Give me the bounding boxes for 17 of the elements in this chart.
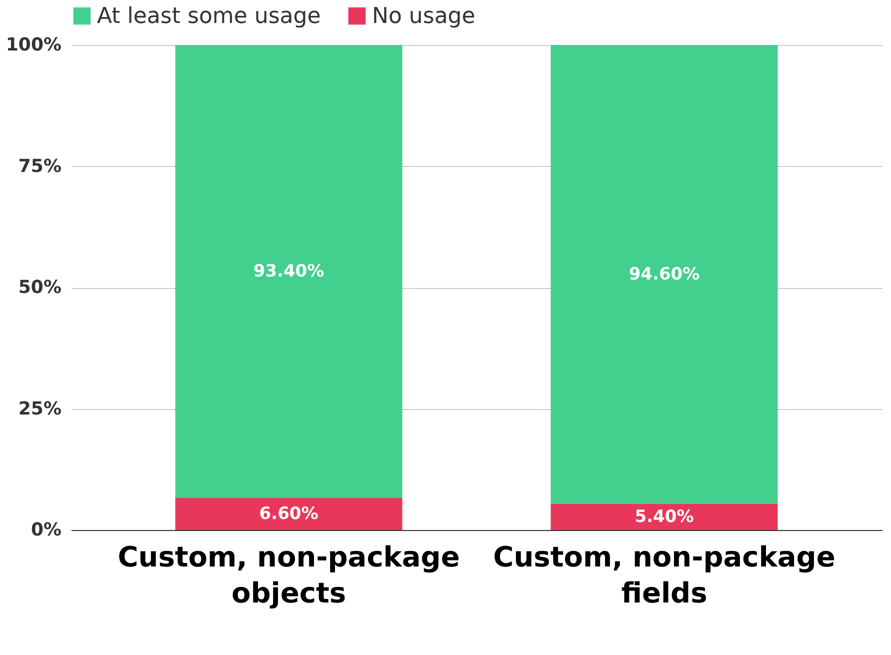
y-tick-label: 100% (6, 34, 62, 56)
bar (175, 498, 402, 530)
legend-label: No usage (372, 4, 476, 29)
y-tick-label: 25% (18, 398, 62, 420)
data-label: 93.40% (253, 261, 324, 282)
x-tick-label: Custom, non-package fields (493, 540, 836, 610)
data-label: 6.60% (259, 504, 318, 524)
y-tick-label: 50% (18, 277, 62, 298)
legend-label: At least some usage (97, 4, 321, 29)
x-tick-label: Custom, non-package objects (118, 540, 460, 610)
y-tick-label: 0% (30, 520, 62, 540)
bar (550, 45, 778, 504)
bar (175, 45, 402, 498)
data-label: 94.60% (628, 264, 700, 284)
data-label: 5.40% (634, 506, 694, 527)
y-tick-label: 75% (18, 156, 62, 177)
bar (550, 504, 778, 530)
